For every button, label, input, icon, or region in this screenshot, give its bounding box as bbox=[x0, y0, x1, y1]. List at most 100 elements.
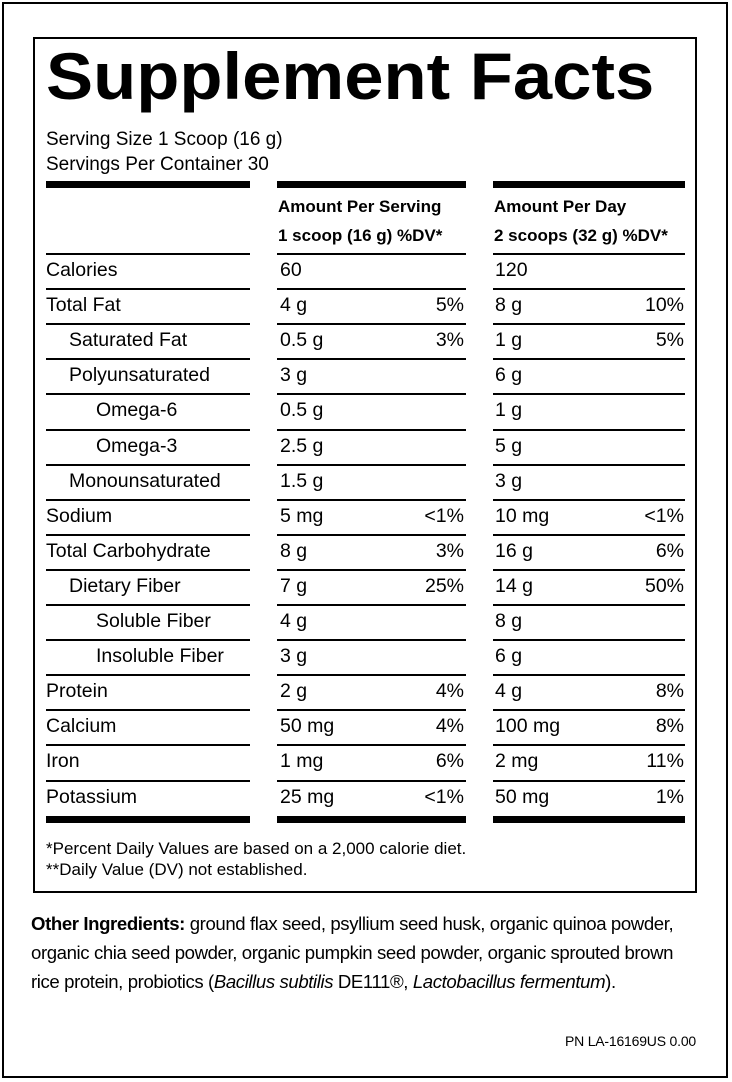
serving-amount: 5 mg bbox=[280, 505, 324, 527]
row-divider bbox=[277, 323, 466, 325]
serving-amount: 3 g bbox=[280, 364, 308, 386]
nutrient-name: Protein bbox=[46, 680, 108, 702]
serving-amount: 7 g bbox=[280, 575, 308, 597]
row-divider bbox=[46, 709, 250, 711]
probiotic-name-2: Lactobacillus fermentum bbox=[412, 971, 606, 992]
day-amount: 10 mg bbox=[495, 505, 550, 527]
servings-per-container: Servings Per Container 30 bbox=[46, 154, 269, 175]
day-amount: 1 g bbox=[495, 329, 523, 351]
day-dv: 5% bbox=[655, 329, 684, 351]
serving-dv: 3% bbox=[435, 329, 464, 351]
row-divider bbox=[46, 604, 250, 606]
day-amount: 6 g bbox=[495, 364, 523, 386]
day-dv: 6% bbox=[655, 540, 684, 562]
nutrient-name: Iron bbox=[46, 750, 80, 772]
serving-amount: 0.5 g bbox=[280, 399, 324, 421]
thick-bar-day-col bbox=[493, 181, 685, 188]
row-divider bbox=[277, 604, 466, 606]
thick-bar-bottom bbox=[46, 816, 250, 823]
rule-day-col bbox=[493, 253, 685, 255]
serving-dv: 5% bbox=[435, 294, 464, 316]
day-amount: 3 g bbox=[495, 470, 523, 492]
row-divider bbox=[46, 288, 250, 290]
serving-amount: 25 mg bbox=[280, 786, 335, 808]
serving-amount: 3 g bbox=[280, 645, 308, 667]
row-divider bbox=[493, 780, 685, 782]
day-amount: 16 g bbox=[495, 540, 533, 562]
row-divider bbox=[277, 639, 466, 641]
panel-title: Supplement Facts bbox=[46, 39, 655, 113]
row-divider bbox=[493, 674, 685, 676]
row-divider bbox=[277, 709, 466, 711]
day-amount: 120 bbox=[495, 259, 528, 281]
footnote-dv: *Percent Daily Values are based on a 2,0… bbox=[46, 839, 467, 858]
nutrient-name: Potassium bbox=[46, 786, 138, 808]
row-divider bbox=[46, 674, 250, 676]
row-divider bbox=[46, 534, 250, 536]
day-amount: 8 g bbox=[495, 610, 523, 632]
row-divider bbox=[46, 464, 250, 466]
serving-dv: <1% bbox=[424, 505, 464, 527]
row-divider bbox=[46, 323, 250, 325]
nutrient-name: Insoluble Fiber bbox=[96, 645, 224, 667]
row-divider bbox=[493, 323, 685, 325]
serving-dv: 25% bbox=[424, 575, 464, 597]
nutrient-name: Omega-6 bbox=[96, 399, 178, 421]
serving-amount: 50 mg bbox=[280, 715, 335, 737]
row-divider bbox=[493, 569, 685, 571]
row-divider bbox=[493, 639, 685, 641]
row-divider bbox=[277, 499, 466, 501]
nutrient-name: Calories bbox=[46, 259, 118, 281]
day-header-line1: Amount Per Day bbox=[494, 197, 627, 216]
other-ingredients-text: ground flax seed, psyllium seed husk, or… bbox=[31, 913, 674, 992]
thick-bar-bottom bbox=[493, 816, 685, 823]
row-divider bbox=[277, 288, 466, 290]
day-amount: 14 g bbox=[495, 575, 533, 597]
nutrient-name: Total Carbohydrate bbox=[46, 540, 211, 562]
serving-amount: 4 g bbox=[280, 294, 308, 316]
day-amount: 5 g bbox=[495, 435, 523, 457]
serving-amount: 8 g bbox=[280, 540, 308, 562]
row-divider bbox=[277, 358, 466, 360]
row-divider bbox=[277, 569, 466, 571]
serving-dv: 3% bbox=[435, 540, 464, 562]
nutrient-name: Soluble Fiber bbox=[96, 610, 211, 632]
row-divider bbox=[493, 464, 685, 466]
day-dv: 50% bbox=[644, 575, 684, 597]
other-ingredients-end: ). bbox=[605, 971, 616, 992]
thick-bar-serving-col bbox=[277, 181, 466, 188]
serving-dv: 4% bbox=[435, 680, 464, 702]
nutrient-name: Sodium bbox=[46, 505, 113, 527]
row-divider bbox=[277, 429, 466, 431]
day-dv: 8% bbox=[655, 680, 684, 702]
thick-bar-bottom bbox=[277, 816, 466, 823]
row-divider bbox=[277, 393, 466, 395]
day-amount: 1 g bbox=[495, 399, 523, 421]
row-divider bbox=[277, 534, 466, 536]
rule-serving-col bbox=[277, 253, 466, 255]
other-ingredients-label: Other Ingredients: bbox=[31, 913, 185, 934]
serving-amount: 2.5 g bbox=[280, 435, 324, 457]
day-dv: 11% bbox=[646, 750, 684, 772]
row-divider bbox=[46, 429, 250, 431]
serving-size: Serving Size 1 Scoop (16 g) bbox=[46, 129, 283, 150]
row-divider bbox=[277, 674, 466, 676]
nutrient-name: Total Fat bbox=[46, 294, 121, 316]
row-divider bbox=[493, 288, 685, 290]
row-divider bbox=[46, 639, 250, 641]
nutrient-name: Calcium bbox=[46, 715, 117, 737]
row-divider bbox=[46, 744, 250, 746]
part-number: PN LA-16169US 0.00 bbox=[564, 1033, 696, 1049]
row-divider bbox=[493, 744, 685, 746]
day-dv: 8% bbox=[655, 715, 684, 737]
day-dv: 10% bbox=[644, 294, 684, 316]
other-ingredients: Other Ingredients: ground flax seed, psy… bbox=[31, 909, 703, 996]
row-divider bbox=[277, 744, 466, 746]
row-divider bbox=[277, 464, 466, 466]
row-divider bbox=[277, 780, 466, 782]
serving-amount: 60 bbox=[280, 259, 302, 281]
serving-amount: 2 g bbox=[280, 680, 308, 702]
rule-name-col bbox=[46, 253, 250, 255]
day-amount: 100 mg bbox=[495, 715, 561, 737]
